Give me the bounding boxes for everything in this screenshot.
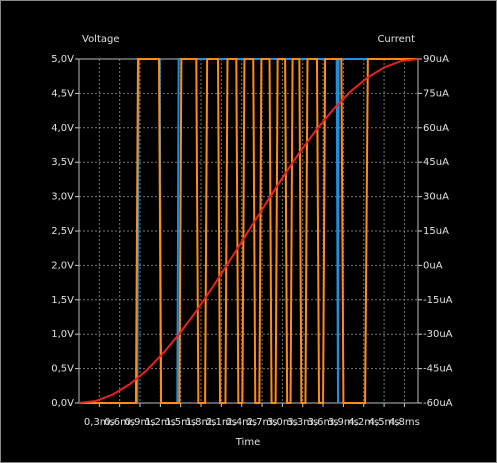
y2-tick-label: -30uA	[423, 329, 453, 340]
x-tick-label: 2,7ms	[247, 417, 278, 428]
series-line	[78, 58, 419, 404]
y-tick-label: 3,0V	[51, 192, 74, 203]
x-tick-label: 3,6ms	[308, 417, 339, 428]
y-tick-label: 0,5V	[51, 364, 74, 375]
y-tick-label: 3,5V	[51, 157, 74, 168]
x-tick-label: 4,5ms	[369, 417, 400, 428]
y2-tick-label: 60uA	[423, 123, 449, 134]
y2-tick-label: -45uA	[423, 364, 453, 375]
y2-tick-label: 45uA	[423, 157, 449, 168]
y2-axis-title: Current	[377, 34, 415, 45]
x-tick-label: 0,9ms	[125, 417, 156, 428]
x-tick-label: 0,3ms	[84, 417, 115, 428]
series-line	[79, 58, 418, 404]
y2-tick-label: 30uA	[423, 192, 449, 203]
y2-tick-label: -60uA	[423, 398, 453, 409]
y2-tick-label: 0uA	[423, 260, 443, 271]
y-axis-title: Voltage	[82, 34, 120, 45]
x-axis-title: Time	[235, 437, 260, 448]
x-tick-label: 3,3ms	[287, 417, 318, 428]
x-tick-label: 3,9ms	[328, 417, 359, 428]
x-tick-label: 2,1ms	[206, 417, 237, 428]
x-tick-label: 1,2ms	[145, 417, 176, 428]
y2-tick-label: 75uA	[423, 88, 449, 99]
y2-tick-label: -15uA	[423, 295, 453, 306]
y-tick-label: 4,5V	[51, 88, 74, 99]
y2-tick-label: 15uA	[423, 226, 449, 237]
x-tick-label: 4,2ms	[348, 417, 379, 428]
x-tick-label: 1,5ms	[165, 417, 196, 428]
y-tick-label: 1,5V	[51, 295, 74, 306]
y-tick-label: 5,0V	[51, 54, 74, 65]
y-tick-label: 0,0V	[51, 398, 74, 409]
x-tick-label: 4,8ms	[389, 417, 420, 428]
y-tick-label: 4,0V	[51, 123, 74, 134]
y-tick-label: 2,0V	[51, 260, 74, 271]
x-tick-label: 3,0ms	[267, 417, 298, 428]
y-tick-label: 2,5V	[51, 226, 74, 237]
y-tick-label: 1,0V	[51, 329, 74, 340]
x-tick-label: 1,8ms	[186, 417, 217, 428]
x-tick-label: 2,4ms	[226, 417, 257, 428]
y2-tick-label: 90uA	[423, 54, 449, 65]
x-tick-label: 0,6ms	[104, 417, 135, 428]
